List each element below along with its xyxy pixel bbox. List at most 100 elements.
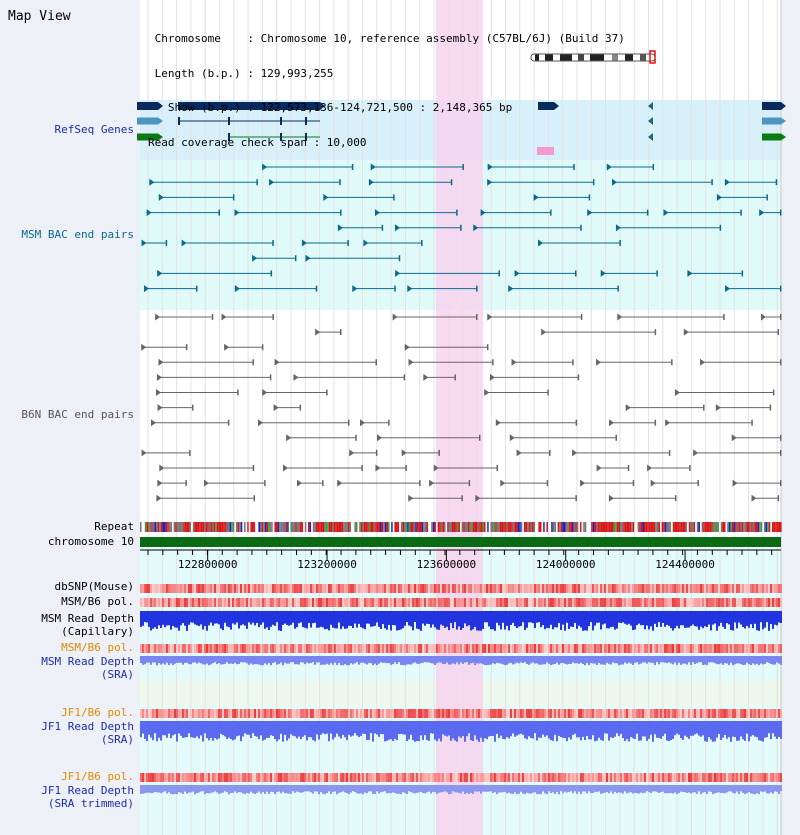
heat-cell: [164, 584, 166, 593]
heat-cell: [686, 709, 688, 718]
depth-bar: [428, 785, 430, 792]
bac-end-arrow: [141, 449, 147, 457]
heat-cell: [366, 644, 368, 653]
repeat-segment: [516, 522, 518, 532]
repeat-segment: [304, 522, 307, 532]
heat-cell: [704, 584, 706, 593]
track-label-jf1-b6-pol-2[interactable]: JF1/B6 pol.: [61, 770, 134, 783]
depth-bar: [512, 721, 514, 734]
heat-cell: [156, 709, 158, 718]
heat-cell: [258, 598, 260, 607]
heat-cell: [740, 598, 742, 607]
heat-cell: [544, 773, 546, 782]
heat-cell: [434, 584, 436, 593]
depth-bar: [276, 721, 278, 742]
heat-cell: [270, 598, 272, 607]
depth-bar: [630, 721, 632, 738]
heat-cell: [660, 644, 662, 653]
depth-bar: [708, 611, 710, 625]
gene-arrow: [648, 133, 653, 141]
bac-end-tick: [252, 359, 254, 366]
heat-cell: [766, 584, 768, 593]
depth-bar: [302, 785, 304, 793]
depth-bar: [538, 721, 540, 738]
repeat-segment: [368, 522, 371, 532]
depth-bar: [458, 721, 460, 737]
depth-bar: [480, 611, 482, 631]
heat-cell: [244, 584, 246, 593]
heat-cell: [446, 584, 448, 593]
heat-cell: [620, 598, 622, 607]
bac-end-tick: [780, 209, 782, 216]
heat-cell: [418, 773, 420, 782]
depth-bar: [574, 785, 576, 792]
depth-bar: [364, 611, 366, 630]
repeat-segment: [340, 522, 342, 532]
heat-cell: [158, 773, 160, 782]
heat-cell: [556, 644, 558, 653]
depth-bar: [330, 721, 332, 734]
repeat-segment: [615, 522, 617, 532]
heat-cell: [458, 598, 460, 607]
heat-cell: [662, 709, 664, 718]
bac-end-tick: [253, 495, 256, 502]
heat-cell: [326, 773, 328, 782]
heat-cell: [558, 644, 560, 653]
depth-bar: [584, 785, 586, 792]
repeat-segment: [341, 522, 344, 532]
track-label-msm-b6-pol[interactable]: MSM/B6 pol.: [61, 595, 134, 608]
heat-cell: [186, 773, 188, 782]
track-label-chromosome[interactable]: chromosome 10: [47, 535, 134, 548]
track-label-msm-b6-pol-2[interactable]: MSM/B6 pol.: [61, 641, 134, 654]
depth-bar: [472, 785, 474, 794]
depth-bar: [280, 611, 282, 631]
depth-bar: [442, 656, 444, 665]
depth-bar: [498, 656, 500, 664]
depth-bar: [622, 611, 624, 623]
track-label-msm-bac[interactable]: MSM BAC end pairs: [21, 228, 134, 241]
depth-bar: [500, 611, 502, 630]
track-label-refseq[interactable]: RefSeq Genes: [54, 123, 134, 136]
depth-bar: [422, 656, 424, 663]
depth-bar: [306, 656, 308, 663]
track-label-msm-depth-capillary[interactable]: MSM Read Depth: [41, 612, 134, 625]
heat-cell: [282, 584, 284, 593]
bac-end-arrow: [273, 404, 279, 412]
track-label-jf1-depth-sra[interactable]: JF1 Read Depth: [41, 720, 134, 733]
depth-bar: [746, 656, 748, 663]
track-label-b6n-bac[interactable]: B6N BAC end pairs: [21, 408, 134, 421]
heat-cell: [374, 773, 376, 782]
repeat-segment: [389, 522, 392, 532]
depth-bar: [710, 611, 712, 631]
heat-cell: [562, 709, 564, 718]
depth-bar: [750, 785, 752, 794]
heat-cell: [376, 598, 378, 607]
bac-end-tick: [468, 480, 471, 487]
depth-bar: [488, 721, 490, 737]
repeat-segment: [583, 522, 585, 532]
repeat-segment: [215, 522, 217, 532]
depth-bar: [268, 721, 270, 738]
heat-cell: [140, 598, 142, 607]
depth-bar: [314, 721, 316, 742]
heat-cell: [580, 598, 582, 607]
track-label-msm-depth-sra[interactable]: MSM Read Depth: [41, 655, 134, 668]
track-label-repeat[interactable]: Repeat: [94, 520, 134, 533]
heat-cell: [734, 773, 736, 782]
track-label-dbsnp[interactable]: dbSNP(Mouse): [54, 580, 134, 593]
repeat-segment: [672, 522, 675, 532]
heat-cell: [330, 598, 332, 607]
heat-cell: [476, 584, 478, 593]
heat-cell: [690, 598, 692, 607]
repeat-segment: [548, 522, 550, 532]
heat-cell: [206, 644, 208, 653]
track-label-jf1-b6-pol[interactable]: JF1/B6 pol.: [61, 706, 134, 719]
repeat-segment: [724, 522, 726, 532]
heat-cell: [720, 644, 722, 653]
bac-end-tick: [492, 359, 494, 366]
ideogram-band: [560, 54, 572, 61]
depth-bar: [774, 785, 776, 792]
depth-bar: [400, 611, 402, 630]
depth-bar: [732, 721, 734, 737]
track-label-jf1-depth-trimmed[interactable]: JF1 Read Depth: [41, 784, 134, 797]
